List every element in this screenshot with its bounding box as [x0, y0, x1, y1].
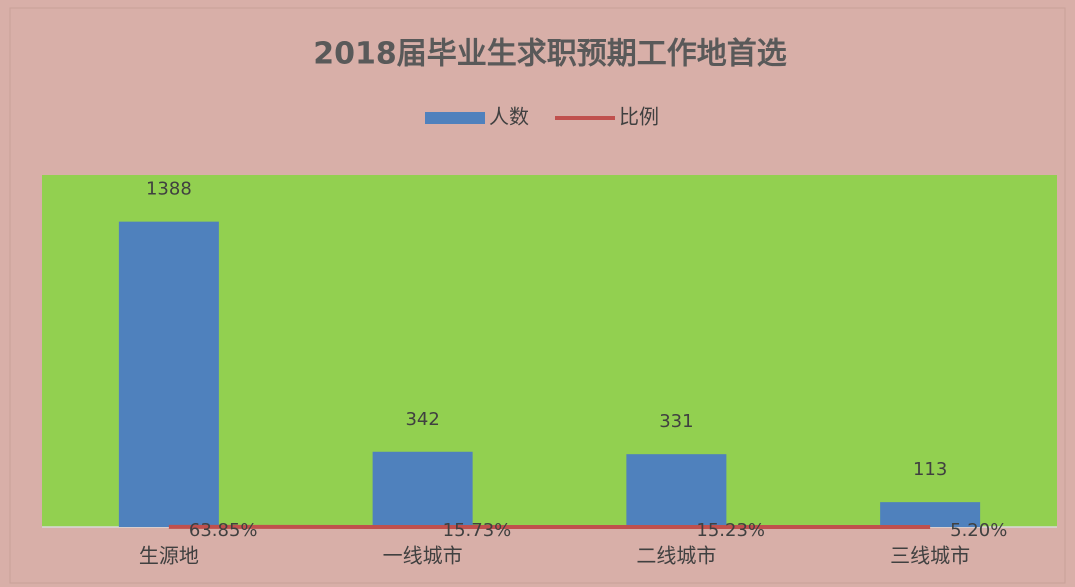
data-label: 63.85%	[189, 520, 258, 541]
data-label: 342	[405, 409, 439, 430]
bar	[626, 454, 727, 527]
data-label: 15.23%	[696, 520, 765, 541]
x-tick-label: 生源地	[139, 544, 199, 568]
data-label: 331	[659, 411, 693, 432]
x-tick-label: 三线城市	[890, 544, 970, 568]
legend-label: 比例	[619, 105, 659, 129]
chart-title: 2018届毕业生求职预期工作地首选	[313, 37, 787, 72]
x-tick-label: 二线城市	[636, 544, 716, 568]
data-label: 5.20%	[950, 520, 1007, 541]
data-label: 1388	[146, 179, 192, 200]
legend-label: 人数	[489, 105, 529, 129]
data-label: 15.73%	[443, 520, 512, 541]
bar	[880, 502, 981, 527]
chart-border	[9, 7, 1066, 584]
bar	[372, 451, 473, 527]
legend-swatch	[425, 112, 485, 124]
bar	[118, 221, 219, 527]
data-label: 113	[913, 459, 947, 480]
x-tick-label: 一线城市	[383, 544, 463, 568]
